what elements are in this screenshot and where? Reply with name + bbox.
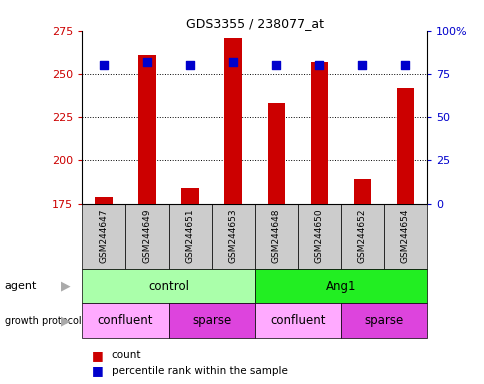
Text: sparse: sparse <box>363 314 403 327</box>
Text: sparse: sparse <box>192 314 231 327</box>
Bar <box>181 188 198 204</box>
Bar <box>310 62 327 204</box>
Bar <box>211 204 254 269</box>
Text: Ang1: Ang1 <box>325 280 355 293</box>
Text: confluent: confluent <box>98 314 153 327</box>
Bar <box>168 303 254 338</box>
Bar <box>383 204 426 269</box>
Bar <box>82 303 168 338</box>
Point <box>358 62 365 68</box>
Bar <box>82 204 125 269</box>
Bar <box>95 197 112 204</box>
Bar <box>224 38 241 204</box>
Bar <box>125 204 168 269</box>
Point <box>186 62 194 68</box>
Text: count: count <box>111 350 141 360</box>
Point <box>143 59 151 65</box>
Bar <box>297 204 340 269</box>
Bar <box>82 269 254 303</box>
Text: GSM244648: GSM244648 <box>271 209 280 263</box>
Text: control: control <box>148 280 189 293</box>
Text: growth protocol: growth protocol <box>5 316 81 326</box>
Text: confluent: confluent <box>270 314 325 327</box>
Bar <box>168 204 211 269</box>
Text: ■: ■ <box>92 364 104 377</box>
Text: GSM244649: GSM244649 <box>142 209 151 263</box>
Bar <box>254 303 340 338</box>
Point <box>272 62 279 68</box>
Text: GSM244647: GSM244647 <box>99 209 108 263</box>
Text: ▶: ▶ <box>60 314 70 327</box>
Point <box>315 62 322 68</box>
Bar <box>254 269 426 303</box>
Bar <box>396 88 413 204</box>
Text: ■: ■ <box>92 349 104 362</box>
Bar <box>138 55 155 204</box>
Text: GSM244653: GSM244653 <box>228 209 237 263</box>
Bar <box>340 204 383 269</box>
Text: GSM244650: GSM244650 <box>314 209 323 263</box>
Bar <box>267 103 284 204</box>
Text: agent: agent <box>5 281 37 291</box>
Bar <box>340 303 426 338</box>
Bar <box>254 204 297 269</box>
Title: GDS3355 / 238077_at: GDS3355 / 238077_at <box>185 17 323 30</box>
Text: GSM244652: GSM244652 <box>357 209 366 263</box>
Text: GSM244651: GSM244651 <box>185 209 194 263</box>
Text: ▶: ▶ <box>60 280 70 293</box>
Point <box>401 62 408 68</box>
Bar <box>353 179 370 204</box>
Point <box>100 62 107 68</box>
Text: percentile rank within the sample: percentile rank within the sample <box>111 366 287 376</box>
Text: GSM244654: GSM244654 <box>400 209 409 263</box>
Point <box>229 59 237 65</box>
